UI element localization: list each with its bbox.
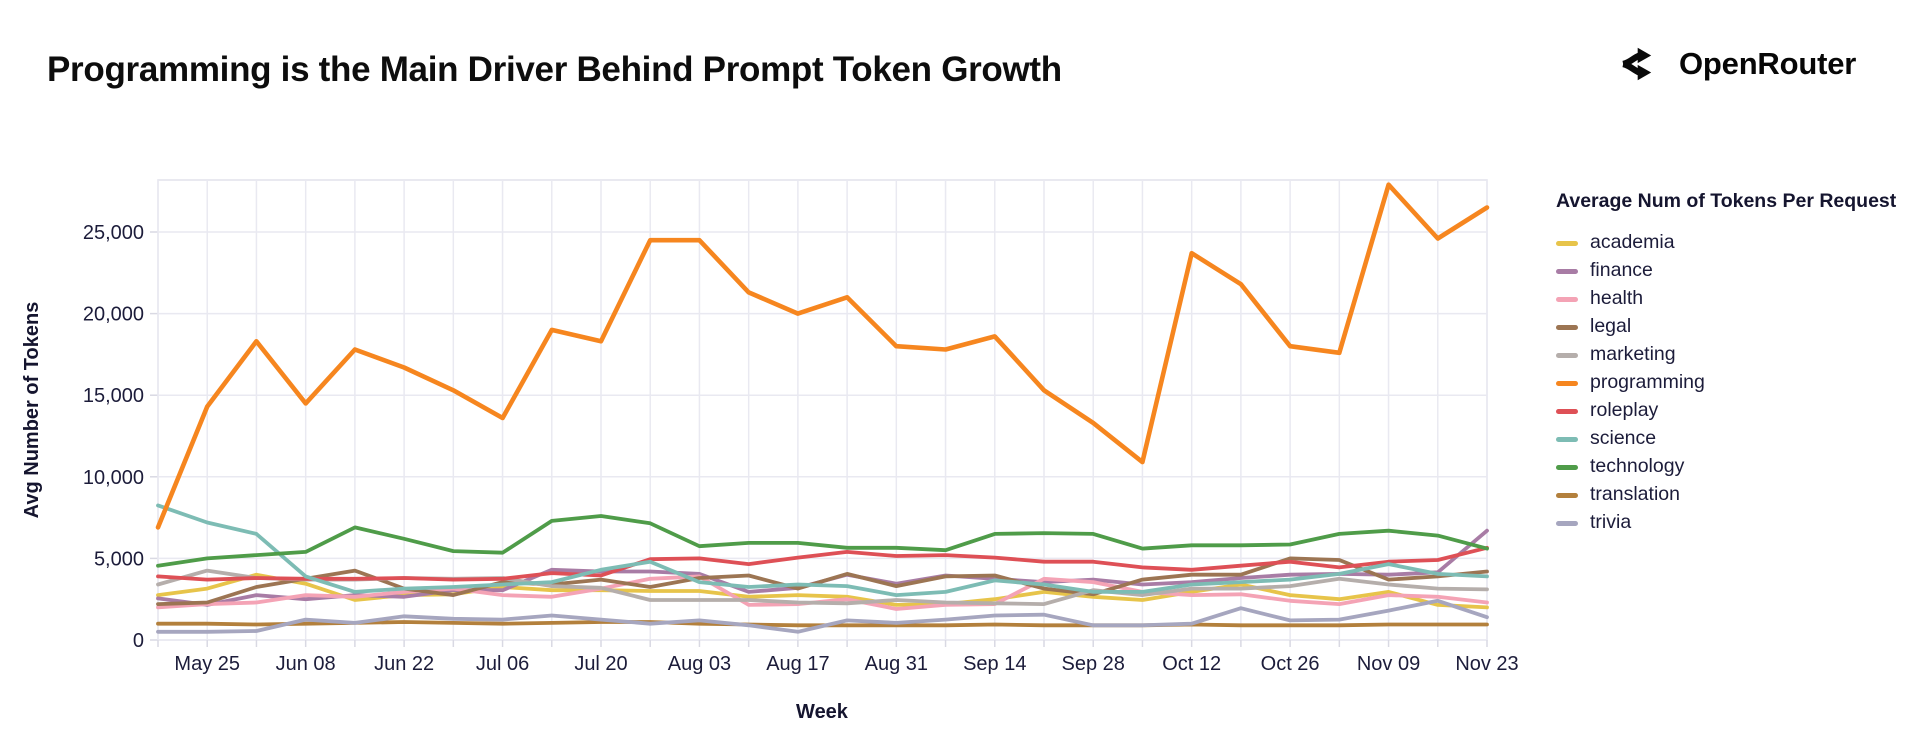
series-line-science: [156, 503, 1489, 597]
roleplay-swatch-icon: [1556, 408, 1578, 414]
legend-title: Average Num of Tokens Per Request: [1556, 190, 1897, 212]
y-tick-label: 20,000: [83, 304, 144, 326]
legend-item-finance: finance: [1556, 257, 1928, 285]
x-tick-label: Oct 12: [1162, 653, 1221, 675]
x-tick-label: Jun 08: [276, 653, 336, 675]
x-tick-label: Aug 31: [865, 653, 928, 675]
y-tick-label: 0: [133, 630, 144, 652]
y-tick-label: 15,000: [83, 385, 144, 407]
legend-item-translation: translation: [1556, 481, 1928, 509]
legend-item-marketing: marketing: [1556, 341, 1928, 369]
legend-item-legal: legal: [1556, 313, 1928, 341]
legend-item-science: science: [1556, 425, 1928, 453]
x-tick-label: May 25: [174, 653, 240, 675]
route-split-arrows-icon: [1618, 42, 1664, 86]
logo-text: OpenRouter: [1679, 46, 1857, 81]
legend-item-academia: academia: [1556, 229, 1928, 257]
legend-label: marketing: [1590, 343, 1676, 366]
y-tick-label: 5,000: [94, 548, 144, 570]
technology-swatch-icon: [1556, 464, 1578, 470]
y-axis-title: Avg Number of Tokens: [21, 302, 43, 519]
legend-item-technology: technology: [1556, 453, 1928, 481]
x-tick-label: Nov 23: [1455, 653, 1518, 675]
trivia-swatch-icon: [1556, 520, 1578, 526]
legend-label: finance: [1590, 259, 1653, 282]
series-line-roleplay: [156, 545, 1489, 582]
x-axis-title: Week: [796, 701, 849, 723]
legend-items: academia finance health legal marketing progr…: [1556, 229, 1928, 537]
series-line-technology: [156, 514, 1489, 568]
legend-label: programming: [1590, 371, 1705, 394]
legal-swatch-icon: [1556, 324, 1578, 330]
x-tick-label: Sep 14: [963, 653, 1026, 675]
marketing-swatch-icon: [1556, 352, 1578, 358]
legend-item-roleplay: roleplay: [1556, 397, 1928, 425]
finance-swatch-icon: [1556, 268, 1578, 274]
x-tick-label: Sep 28: [1062, 653, 1125, 675]
chart-area: 0 5,000 10,000 15,000 20,000 25,000 May 25 Jun …: [21, 179, 1519, 723]
academia-swatch-icon: [1556, 240, 1578, 246]
health-swatch-icon: [1556, 296, 1578, 302]
x-tick-label: Nov 09: [1357, 653, 1420, 675]
y-tick-label: 25,000: [83, 222, 144, 244]
legend-label: legal: [1590, 315, 1632, 338]
page-title: Programming is the Main Driver Behind Pr…: [47, 50, 1062, 89]
x-tick-label: Oct 26: [1261, 653, 1320, 675]
legend-item-programming: programming: [1556, 369, 1928, 397]
legend-item-health: health: [1556, 285, 1928, 313]
x-tick-label: Jul 06: [476, 653, 529, 675]
y-tick-label: 10,000: [83, 467, 144, 489]
programming-swatch-icon: [1556, 380, 1578, 386]
series-line-programming: [155, 182, 1490, 530]
legend-label: technology: [1590, 455, 1685, 478]
translation-swatch-icon: [1556, 492, 1578, 498]
legend-label: trivia: [1590, 511, 1632, 534]
x-tick-label: Jul 20: [574, 653, 627, 675]
legend-label: academia: [1590, 231, 1675, 254]
legend: Average Num of Tokens Per Request academ…: [1556, 190, 1928, 537]
x-tick-label: Aug 17: [766, 653, 829, 675]
x-tick-label: Jun 22: [374, 653, 434, 675]
openrouter-logo: OpenRouter: [1618, 42, 1856, 86]
series-line-trivia: [156, 598, 1489, 634]
legend-label: science: [1590, 427, 1657, 450]
x-tick-label: Aug 03: [668, 653, 731, 675]
legend-label: roleplay: [1590, 399, 1659, 422]
legend-label: translation: [1590, 483, 1680, 506]
legend-item-trivia: trivia: [1556, 509, 1928, 537]
legend-label: health: [1590, 287, 1644, 310]
science-swatch-icon: [1556, 436, 1578, 442]
chart-canvas: 0 5,000 10,000 15,000 20,000 25,000 May 25 Jun …: [21, 179, 1519, 723]
